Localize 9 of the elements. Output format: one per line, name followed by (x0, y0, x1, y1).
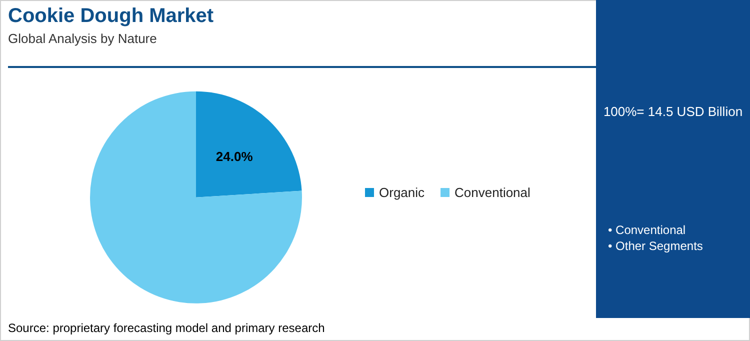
text: • Conventional (608, 222, 687, 238)
legend-label: Conventional (454, 185, 531, 200)
chart-title: Cookie Dough Market (8, 5, 214, 28)
text: • Other Segments (608, 238, 703, 254)
chart-subtitle: Global Analysis by Nature (8, 31, 157, 46)
source-note: Source: proprietary forecasting model and primary research (8, 321, 325, 335)
text: 100%= 14.5 USD Billion (602, 104, 744, 119)
legend-label: Organic (379, 185, 426, 200)
data-label: 24.0% (216, 149, 254, 164)
